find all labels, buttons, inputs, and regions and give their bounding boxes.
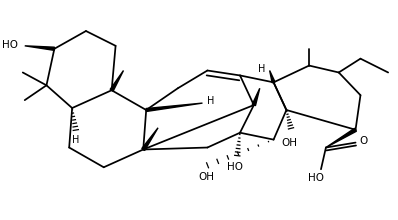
- Polygon shape: [252, 88, 260, 106]
- Text: H: H: [72, 135, 80, 145]
- Text: H: H: [258, 64, 265, 73]
- Text: HO: HO: [227, 162, 243, 172]
- Polygon shape: [269, 70, 275, 83]
- Polygon shape: [110, 70, 123, 91]
- Polygon shape: [326, 128, 357, 148]
- Polygon shape: [25, 46, 55, 50]
- Text: H: H: [207, 96, 214, 106]
- Text: O: O: [359, 136, 368, 146]
- Text: HO: HO: [308, 173, 324, 183]
- Text: HO: HO: [2, 40, 18, 50]
- Text: OH: OH: [199, 172, 215, 182]
- Polygon shape: [146, 103, 203, 112]
- Polygon shape: [142, 128, 158, 150]
- Text: OH: OH: [281, 138, 297, 148]
